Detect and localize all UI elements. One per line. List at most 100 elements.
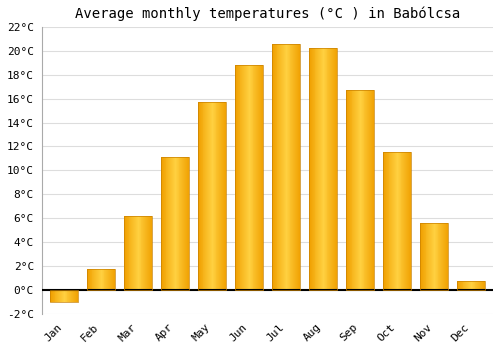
Bar (441, 223, 442, 290)
Bar (474, 280, 476, 290)
Bar (261, 65, 262, 290)
Bar (97, 268, 98, 290)
Bar (62, 290, 63, 302)
Bar (438, 223, 440, 290)
Bar (479, 280, 480, 290)
Bar (50, 290, 78, 302)
Bar (70, 290, 71, 302)
Bar (369, 90, 370, 290)
Bar (368, 90, 369, 290)
Bar (397, 153, 398, 290)
Bar (386, 153, 388, 290)
Bar (130, 216, 132, 290)
Bar (352, 90, 354, 290)
Bar (151, 216, 152, 290)
Bar (421, 223, 422, 290)
Bar (431, 223, 432, 290)
Bar (96, 268, 97, 290)
Bar (171, 157, 172, 290)
Bar (426, 223, 428, 290)
Bar (59, 290, 60, 302)
Bar (402, 153, 404, 290)
Bar (314, 48, 316, 290)
Bar (198, 102, 199, 290)
Bar (319, 48, 320, 290)
Bar (328, 48, 330, 290)
Bar (311, 48, 312, 290)
Bar (286, 43, 288, 290)
Bar (200, 102, 202, 290)
Bar (293, 43, 294, 290)
Bar (388, 153, 390, 290)
Bar (462, 280, 464, 290)
Bar (443, 223, 444, 290)
Bar (284, 43, 285, 290)
Bar (370, 90, 371, 290)
Bar (142, 216, 144, 290)
Bar (354, 90, 355, 290)
Bar (135, 216, 136, 290)
Bar (312, 48, 314, 290)
Bar (222, 102, 223, 290)
Bar (249, 65, 250, 290)
Bar (260, 65, 261, 290)
Bar (87, 268, 88, 290)
Bar (211, 102, 212, 290)
Bar (273, 43, 274, 290)
Bar (207, 102, 208, 290)
Bar (467, 280, 468, 290)
Bar (316, 48, 318, 290)
Bar (199, 102, 200, 290)
Bar (322, 48, 323, 290)
Bar (254, 65, 256, 290)
Bar (220, 102, 221, 290)
Bar (92, 268, 94, 290)
Bar (180, 157, 182, 290)
Bar (185, 157, 186, 290)
Bar (457, 280, 484, 290)
Bar (476, 280, 478, 290)
Bar (104, 268, 106, 290)
Bar (113, 268, 114, 290)
Bar (429, 223, 430, 290)
Bar (478, 280, 479, 290)
Bar (310, 48, 311, 290)
Bar (175, 157, 176, 290)
Title: Average monthly temperatures (°C ) in Babólcsa: Average monthly temperatures (°C ) in Ba… (74, 7, 460, 21)
Bar (74, 290, 75, 302)
Bar (361, 90, 362, 290)
Bar (330, 48, 331, 290)
Bar (99, 268, 100, 290)
Bar (61, 290, 62, 302)
Bar (124, 216, 152, 290)
Bar (396, 153, 397, 290)
Bar (126, 216, 128, 290)
Bar (432, 223, 433, 290)
Bar (149, 216, 150, 290)
Bar (295, 43, 296, 290)
Bar (147, 216, 148, 290)
Bar (292, 43, 293, 290)
Bar (161, 157, 188, 290)
Bar (162, 157, 163, 290)
Bar (383, 153, 410, 290)
Bar (398, 153, 400, 290)
Bar (297, 43, 298, 290)
Bar (212, 102, 214, 290)
Bar (108, 268, 109, 290)
Bar (137, 216, 138, 290)
Bar (210, 102, 211, 290)
Bar (219, 102, 220, 290)
Bar (71, 290, 72, 302)
Bar (420, 223, 421, 290)
Bar (436, 223, 438, 290)
Bar (237, 65, 238, 290)
Bar (183, 157, 184, 290)
Bar (98, 268, 99, 290)
Bar (63, 290, 64, 302)
Bar (242, 65, 244, 290)
Bar (132, 216, 133, 290)
Bar (405, 153, 406, 290)
Bar (433, 223, 434, 290)
Bar (245, 65, 246, 290)
